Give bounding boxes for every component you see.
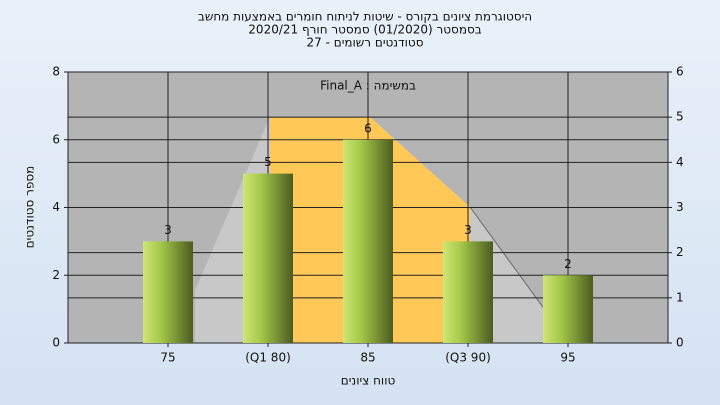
- bar: [243, 173, 293, 343]
- y2-tick-label: 6: [676, 65, 684, 79]
- y2-tick-label: 1: [676, 290, 684, 304]
- data-label: 2: [564, 257, 572, 271]
- data-label: 3: [464, 223, 472, 237]
- y2-tick-label: 3: [676, 200, 684, 214]
- bar: [543, 275, 593, 343]
- bar: [343, 139, 393, 343]
- x-tick-label: 75: [160, 351, 175, 365]
- y2-tick-label: 4: [676, 155, 684, 169]
- x-tick-label: 85: [360, 351, 375, 365]
- data-label: 3: [164, 223, 172, 237]
- chart-subtitle: סטודנטים רשומים - 27: [306, 36, 423, 50]
- y2-tick-label: 5: [676, 110, 684, 124]
- y-tick-label: 6: [52, 132, 60, 146]
- bar: [443, 241, 493, 343]
- curve-edge: [469, 206, 546, 311]
- annotation: Final_A : במשימה: [320, 79, 416, 93]
- y2-tick-label: 0: [676, 336, 684, 350]
- x-axis-label: טווח ציונים: [341, 374, 396, 388]
- y-tick-label: 4: [52, 200, 60, 214]
- chart-subtitle: בסמסטר (01/2020) סמסטר חורף 2020/21: [248, 23, 481, 37]
- x-tick-label: (Q3 90): [445, 351, 491, 365]
- data-label: 5: [264, 155, 272, 169]
- y-axis-label: מספר סטודנטים: [23, 166, 37, 249]
- y-tick-label: 2: [52, 268, 60, 282]
- y2-tick-label: 2: [676, 245, 684, 259]
- y-tick-label: 0: [52, 336, 60, 350]
- data-label: 6: [364, 121, 372, 135]
- x-tick-label: (Q1 80): [245, 351, 291, 365]
- y-tick-label: 8: [52, 65, 60, 79]
- bar: [143, 241, 193, 343]
- chart-title: היסטוגרמת ציונים בקורס - שיטות לניתוח חו…: [198, 10, 532, 24]
- x-tick-label: 95: [560, 351, 575, 365]
